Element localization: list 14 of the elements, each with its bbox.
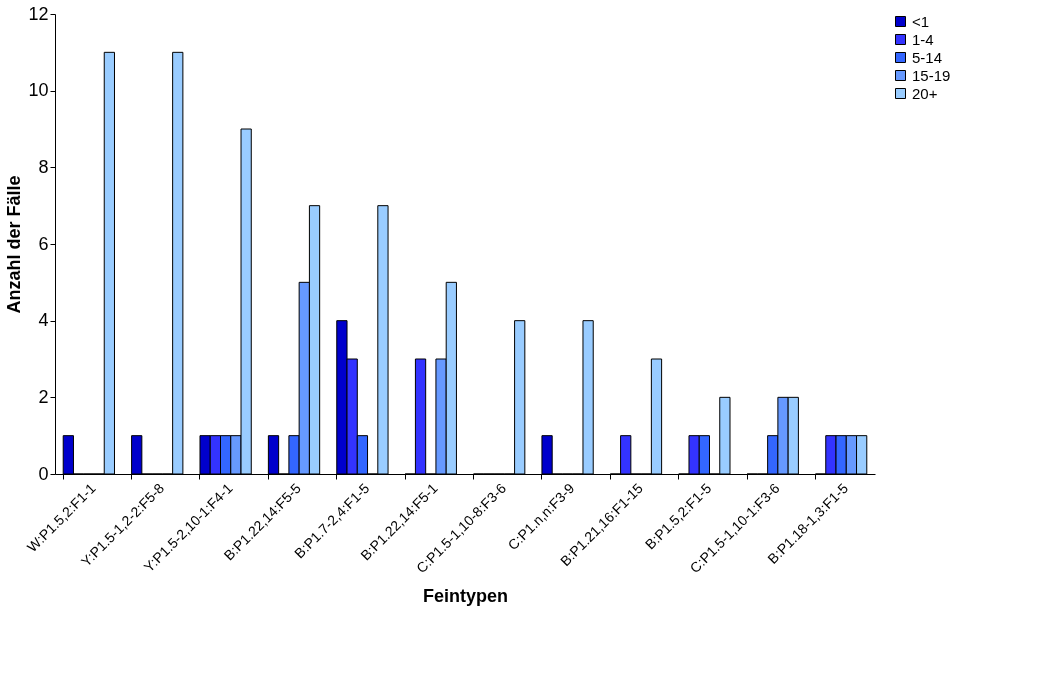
y-tick-label: 2 (38, 386, 49, 407)
y-tick-label: 8 (38, 156, 49, 177)
y-tick-label: 6 (38, 233, 49, 254)
legend-label: 1-4 (912, 30, 934, 48)
y-tick-label: 12 (28, 3, 49, 24)
legend-label: 15-19 (912, 66, 951, 84)
legend-label: 20+ (912, 84, 938, 102)
y-tick-label: 10 (28, 80, 49, 101)
legend-label: <1 (912, 12, 930, 30)
y-axis-title: Anzahl der Fälle (4, 175, 25, 314)
y-tick-label: 4 (38, 310, 49, 331)
y-tick-label: 0 (38, 463, 49, 484)
legend-label: 5-14 (912, 48, 943, 66)
x-axis-title: Feintypen (422, 586, 509, 607)
